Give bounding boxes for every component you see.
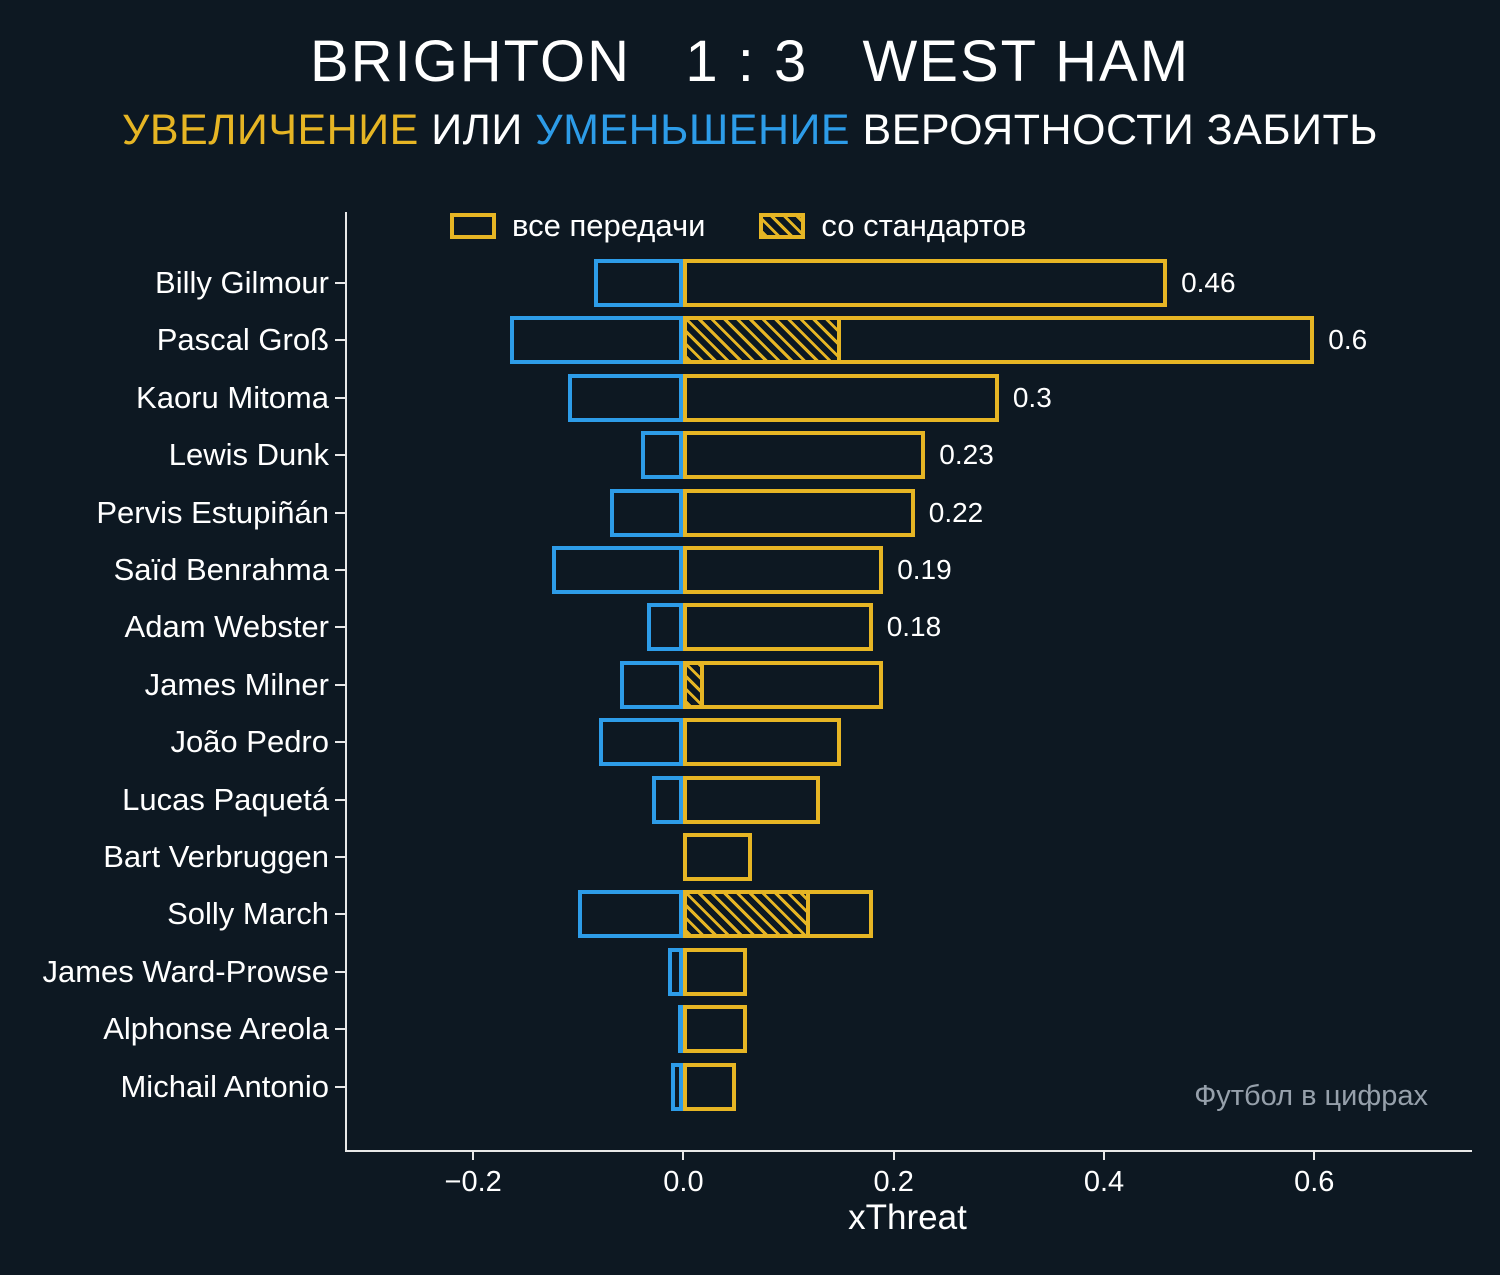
y-tick [335, 970, 345, 973]
subtitle: УВЕЛИЧЕНИЕ ИЛИ УМЕНЬШЕНИЕ ВЕРОЯТНОСТИ ЗА… [0, 106, 1500, 155]
subtitle-part: УВЕЛИЧЕНИЕ [122, 106, 419, 154]
value-label: 0.18 [886, 611, 942, 643]
value-label: 0.23 [939, 439, 994, 471]
bar-increase [683, 1005, 747, 1054]
y-tick [335, 282, 345, 284]
bar-decrease [509, 316, 684, 365]
x-tick [1103, 1150, 1105, 1160]
x-tick-label: 0.6 [1294, 1166, 1335, 1198]
legend-swatch-hatched-icon [759, 213, 806, 239]
watermark: Футбол в цифрах [1194, 1080, 1428, 1112]
y-tick [335, 856, 345, 858]
x-tick-label: 0.0 [663, 1166, 704, 1198]
player-label: Kaoru Mitoma [136, 379, 329, 415]
bar-increase [683, 546, 884, 594]
value-label: 0.22 [928, 496, 984, 528]
bar-decrease [609, 488, 684, 537]
player-label: Adam Webster [124, 609, 329, 645]
player-label: Solly March [167, 896, 329, 932]
bar-increase [683, 431, 926, 480]
chart-plot-area: Billy Gilmour 0.46 Pascal Groß 0.6 Kaoru Mit… [42, 212, 1472, 1198]
player-label: Pascal Groß [156, 322, 329, 358]
player-label: Lucas Paquetá [122, 781, 329, 817]
player-label: João Pedro [170, 724, 329, 760]
bar-decrease [552, 546, 684, 594]
y-tick [335, 569, 345, 571]
value-label: 0.46 [1181, 267, 1236, 298]
legend-item-all-passes: все передачи [450, 208, 705, 244]
y-tick [335, 1028, 345, 1031]
bar-increase [683, 775, 821, 824]
bar-increase [683, 718, 842, 767]
bar-decrease [651, 775, 684, 824]
x-tick [682, 1150, 685, 1160]
bar-decrease [599, 718, 684, 767]
y-tick [335, 1085, 345, 1088]
y-tick [335, 913, 345, 916]
x-tick-label: −0.2 [444, 1166, 502, 1198]
legend-swatch-outline-icon [450, 213, 496, 239]
bar-decrease [667, 947, 684, 996]
subtitle-part: ИЛИ [418, 106, 536, 154]
value-label: 0.19 [897, 554, 952, 585]
player-label: Saïd Benrahma [113, 552, 329, 587]
y-tick [335, 454, 345, 457]
bar-set-piece [683, 316, 842, 365]
y-tick [335, 511, 345, 514]
player-label: Billy Gilmour [155, 265, 329, 300]
legend: все передачи со стандартов [450, 208, 1026, 244]
x-tick [472, 1150, 475, 1160]
subtitle-part: УМЕНЬШЕНИЕ [535, 106, 851, 154]
match-title: BRIGHTON 1 : 3 WEST HAM [309, 29, 1191, 94]
legend-label-all-passes: все передачи [512, 208, 706, 243]
bar-increase [683, 259, 1168, 307]
y-tick [335, 339, 345, 342]
bar-decrease [620, 660, 684, 709]
bar-decrease [594, 259, 684, 307]
subtitle-part: ВЕРОЯТНОСТИ ЗАБИТЬ [850, 106, 1378, 154]
y-tick [335, 626, 345, 629]
x-tick [892, 1150, 895, 1160]
y-tick [335, 396, 345, 399]
bar-set-piece [683, 890, 810, 939]
bar-increase [683, 603, 873, 652]
y-tick [335, 798, 345, 801]
player-label: James Milner [144, 666, 329, 702]
value-label: 0.6 [1328, 324, 1368, 356]
bar-decrease [641, 431, 684, 480]
value-label: 0.3 [1012, 381, 1052, 413]
x-axis-title: xThreat [848, 1198, 967, 1237]
bar-increase [683, 1062, 736, 1111]
bar-increase [683, 947, 747, 996]
legend-label-set-pieces: со стандартов [821, 208, 1027, 243]
bar-increase [683, 660, 884, 709]
bar-decrease [578, 890, 684, 939]
player-label: James Ward-Prowse [42, 953, 329, 989]
player-label: Lewis Dunk [168, 437, 329, 473]
bar-decrease [646, 603, 684, 652]
player-label: Michail Antonio [120, 1068, 329, 1104]
bar-decrease [567, 373, 684, 422]
y-tick [335, 741, 345, 744]
x-tick-label: 0.2 [873, 1166, 914, 1198]
player-label: Pervis Estupiñán [96, 494, 329, 530]
x-tick-label: 0.4 [1083, 1166, 1125, 1198]
x-tick [1313, 1150, 1316, 1160]
bar-increase [683, 833, 752, 881]
bar-increase [683, 488, 915, 537]
bar-set-piece [683, 660, 705, 709]
player-label: Alphonse Areola [103, 1011, 329, 1047]
bar-decrease [670, 1062, 684, 1111]
player-label: Bart Verbruggen [103, 839, 329, 874]
legend-item-set-pieces: со стандартов [759, 208, 1026, 244]
bar-increase [683, 373, 999, 422]
y-tick [335, 683, 345, 686]
